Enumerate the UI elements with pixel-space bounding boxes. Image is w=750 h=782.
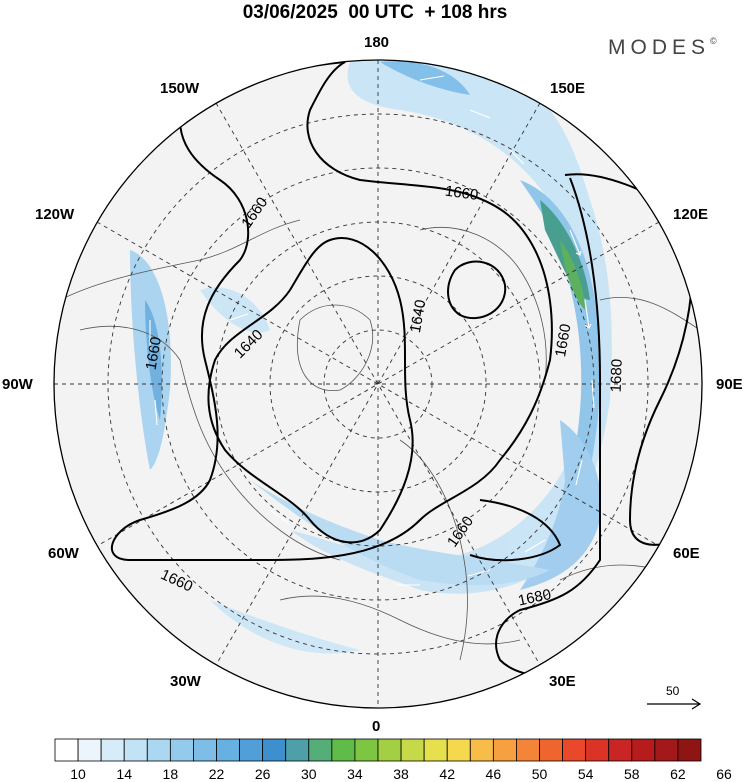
- lon-label-90e: 90E: [716, 376, 743, 393]
- colorbar-swatch: [631, 738, 656, 762]
- colorbar-swatch: [146, 738, 171, 762]
- colorbar-swatch: [285, 738, 310, 762]
- colorbar-tick-label: 66: [716, 766, 732, 782]
- colorbar-tick-label: 42: [439, 766, 455, 782]
- colorbar-tick-label: 26: [254, 766, 271, 782]
- colorbar-swatch: [193, 738, 217, 762]
- colorbar-swatch: [446, 738, 471, 762]
- vector-scale-arrow: [647, 698, 702, 710]
- contour-label: 1640: [407, 298, 430, 334]
- graticule: [54, 60, 702, 708]
- colorbar-tick-label: 18: [162, 766, 179, 782]
- colorbar-tick-label: 38: [393, 766, 409, 782]
- colorbar-tick-label: 14: [116, 766, 132, 782]
- contour-label: 1680: [608, 359, 626, 393]
- colorbar-swatch: [492, 738, 517, 762]
- brand-logo: MODES©: [608, 36, 717, 60]
- colorbar-swatch: [539, 738, 563, 762]
- colorbar-swatch: [677, 738, 702, 762]
- lon-label-60e: 60E: [673, 545, 700, 562]
- lon-label-30w: 30W: [170, 673, 201, 690]
- colorbar-swatch: [216, 738, 240, 762]
- colorbar-swatch: [123, 738, 148, 762]
- colorbar-swatch: [331, 738, 356, 762]
- vector-scale-value: 50: [666, 684, 680, 698]
- colorbar-swatch: [169, 738, 194, 762]
- contour-label: 1680: [517, 586, 553, 610]
- colorbar-tick-label: 54: [577, 766, 594, 782]
- lon-label-0: 0: [372, 718, 381, 735]
- colorbar-tick-label: 62: [670, 766, 686, 782]
- lon-label-30e: 30E: [549, 673, 576, 690]
- colorbar-swatch: [308, 738, 333, 762]
- contour-label: 1660: [552, 323, 575, 359]
- colorbar-swatch: [400, 738, 425, 762]
- contour-label: 1660: [444, 183, 479, 204]
- colorbar-swatch: [585, 738, 610, 762]
- lon-label-150e: 150E: [550, 80, 586, 97]
- colorbar-tick-label: 50: [531, 766, 548, 782]
- colorbar-swatch: [562, 738, 587, 762]
- colorbar-tick-label: 58: [623, 766, 640, 782]
- map-border: [53, 59, 703, 709]
- colorbar-swatch: [100, 738, 125, 762]
- wind-vectors: [149, 75, 595, 586]
- colorbar: [54, 738, 702, 762]
- lon-label-120w: 120W: [35, 206, 75, 223]
- colorbar-tick-label: 30: [300, 766, 317, 782]
- lon-label-90w: 90W: [2, 376, 33, 393]
- brand-text: MODES: [608, 36, 711, 59]
- contour-label: 1660: [143, 336, 166, 372]
- lon-label-60w: 60W: [48, 545, 79, 562]
- lon-label-180: 180: [364, 34, 390, 51]
- colorbar-swatch: [654, 738, 679, 762]
- colorbar-tick-label: 22: [208, 766, 225, 782]
- colorbar-swatch: [423, 738, 448, 762]
- lon-label-150w: 150W: [160, 80, 200, 97]
- colorbar-swatch: [608, 738, 633, 762]
- colorbar-swatch: [262, 738, 287, 762]
- colorbar-swatch: [77, 738, 102, 762]
- colorbar-tick-label: 10: [70, 766, 86, 782]
- colorbar-swatch: [516, 738, 540, 762]
- colorbar-swatch: [54, 738, 79, 762]
- lon-label-120e: 120E: [673, 206, 709, 223]
- colorbar-tick-label: 34: [347, 766, 363, 782]
- colorbar-tick-label: 46: [485, 766, 502, 782]
- brand-mark: ©: [710, 36, 717, 46]
- coastlines: [59, 219, 701, 661]
- colorbar-swatch: [469, 738, 494, 762]
- map-title: 03/06/2025 00 UTC + 108 hrs: [242, 2, 508, 23]
- colorbar-swatch: [354, 738, 379, 762]
- colorbar-swatch: [239, 738, 264, 762]
- colorbar-swatch: [377, 738, 402, 762]
